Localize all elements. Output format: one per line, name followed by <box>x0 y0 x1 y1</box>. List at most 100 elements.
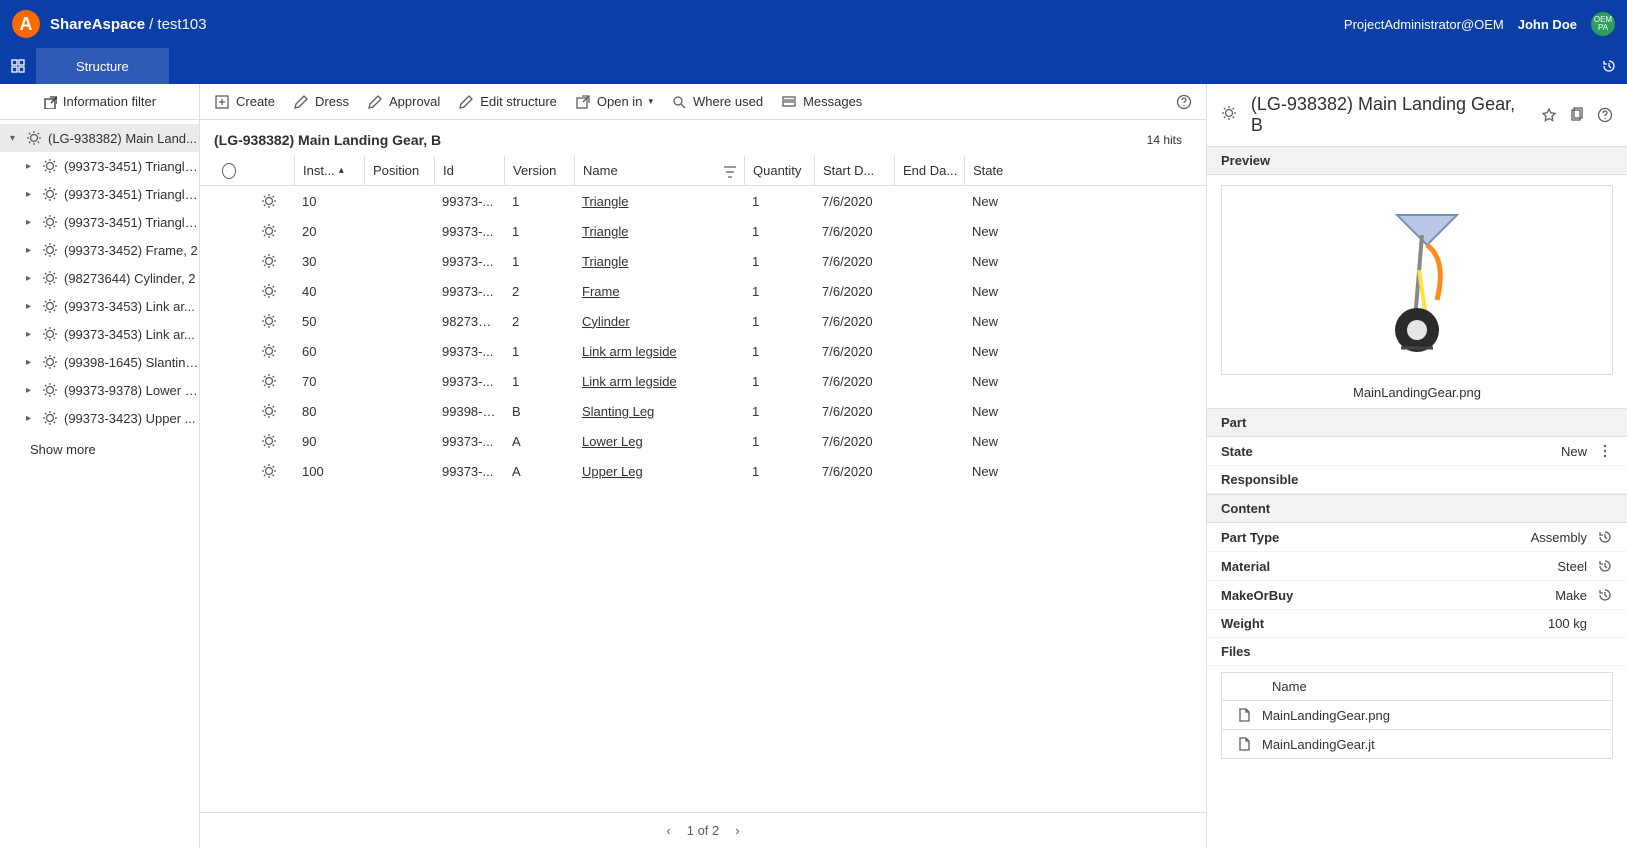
table-row[interactable]: 3099373-...1Triangle17/6/2020New <box>200 246 1206 276</box>
star-icon[interactable] <box>1541 107 1557 123</box>
table-row[interactable]: 2099373-...1Triangle17/6/2020New <box>200 216 1206 246</box>
files-name-header[interactable]: Name <box>1221 672 1613 701</box>
user-name[interactable]: John Doe <box>1518 17 1577 32</box>
tree-item[interactable]: ▸(99373-3451) Triangle, 1 <box>0 208 199 236</box>
col-position[interactable]: Position <box>364 156 434 185</box>
table-row[interactable]: 8099398-1...BSlanting Leg17/6/2020New <box>200 396 1206 426</box>
open-in-button[interactable]: Open in ▾ <box>575 94 653 110</box>
file-row[interactable]: MainLandingGear.jt <box>1221 730 1613 759</box>
table-row[interactable]: 4099373-...2Frame17/6/2020New <box>200 276 1206 306</box>
toolbar: Create Dress Approval Edit structure Ope… <box>200 84 1206 120</box>
col-name[interactable]: Name <box>574 156 744 185</box>
preview-image[interactable] <box>1221 185 1613 375</box>
filter-icon[interactable] <box>722 164 736 178</box>
table-row[interactable]: 50982736...2Cylinder17/6/2020New <box>200 306 1206 336</box>
tree-root[interactable]: ▾ (LG-938382) Main Land... <box>0 124 199 152</box>
history-icon[interactable] <box>1597 587 1613 603</box>
tab-structure[interactable]: Structure <box>36 48 169 84</box>
col-version[interactable]: Version <box>504 156 574 185</box>
chevron-right-icon: ▸ <box>26 301 36 312</box>
cell-name-link[interactable]: Triangle <box>582 194 628 209</box>
messages-button[interactable]: Messages <box>781 94 862 110</box>
cell-version: A <box>504 464 574 479</box>
table-row[interactable]: 10099373-...AUpper Leg17/6/2020New <box>200 456 1206 486</box>
table-row[interactable]: 6099373-...1Link arm legside17/6/2020New <box>200 336 1206 366</box>
message-icon <box>781 94 797 110</box>
chevron-right-icon: ▸ <box>26 189 36 200</box>
col-id[interactable]: Id <box>434 156 504 185</box>
cell-state: New <box>964 344 1034 359</box>
gear-icon[interactable] <box>261 283 277 299</box>
gear-icon[interactable] <box>261 433 277 449</box>
cell-name-link[interactable]: Lower Leg <box>582 434 643 449</box>
tree-item[interactable]: ▸ (99373-3453) Link ar... <box>0 292 199 320</box>
col-startdate[interactable]: Start D... <box>814 156 894 185</box>
gear-icon[interactable] <box>261 223 277 239</box>
create-button[interactable]: Create <box>214 94 275 110</box>
tree-item[interactable]: ▸(99373-3452) Frame, 2 <box>0 236 199 264</box>
gear-icon[interactable] <box>261 343 277 359</box>
edit-structure-button[interactable]: Edit structure <box>458 94 557 110</box>
col-state[interactable]: State <box>964 156 1034 185</box>
approval-button[interactable]: Approval <box>367 94 440 110</box>
tree-item[interactable]: ▸(99398-1645) Slanting... <box>0 348 199 376</box>
cell-name-link[interactable]: Link arm legside <box>582 344 677 359</box>
gear-icon <box>42 214 58 230</box>
search-icon <box>671 94 687 110</box>
gear-icon[interactable] <box>261 403 277 419</box>
gear-icon[interactable] <box>261 193 277 209</box>
tree-item-label: (99373-3451) Triangle, 1 <box>64 215 199 230</box>
help-icon[interactable] <box>1597 107 1613 123</box>
apps-icon[interactable] <box>0 48 36 84</box>
table-row[interactable]: 9099373-...ALower Leg17/6/2020New <box>200 426 1206 456</box>
col-enddate[interactable]: End Da... <box>894 156 964 185</box>
select-all-checkbox[interactable] <box>222 163 236 179</box>
tree-item-label: (99373-3453) Link ar... <box>64 299 195 314</box>
next-page-button[interactable]: › <box>735 823 739 838</box>
history-icon[interactable] <box>1597 558 1613 574</box>
prop-responsible-label: Responsible <box>1221 472 1298 487</box>
history-icon[interactable] <box>1591 48 1627 84</box>
cell-instance: 20 <box>294 224 364 239</box>
copy-icon[interactable] <box>1569 107 1585 123</box>
tree-item[interactable]: ▸(99373-9378) Lower L... <box>0 376 199 404</box>
prop-weight-value: 100 kg <box>1548 616 1587 631</box>
tree-item[interactable]: ▸(99373-3423) Upper ... <box>0 404 199 432</box>
col-quantity[interactable]: Quantity <box>744 156 814 185</box>
cell-name-link[interactable]: Slanting Leg <box>582 404 654 419</box>
gear-icon[interactable] <box>261 463 277 479</box>
avatar[interactable]: OEM PA <box>1591 12 1615 36</box>
cell-version: 2 <box>504 314 574 329</box>
tree-item[interactable]: ▸(99373-3451) Triangle, 1 <box>0 152 199 180</box>
cell-name-link[interactable]: Triangle <box>582 254 628 269</box>
gear-icon[interactable] <box>261 313 277 329</box>
table-row[interactable]: 1099373-...1Triangle17/6/2020New <box>200 186 1206 216</box>
cell-name-link[interactable]: Frame <box>582 284 620 299</box>
history-icon[interactable] <box>1597 529 1613 545</box>
prev-page-button[interactable]: ‹ <box>666 823 670 838</box>
tree-item[interactable]: ▸(98273644) Cylinder, 2 <box>0 264 199 292</box>
gear-icon <box>42 186 58 202</box>
more-v-icon[interactable] <box>1597 443 1613 459</box>
col-instance[interactable]: Inst...▴ <box>294 156 364 185</box>
where-used-button[interactable]: Where used <box>671 94 763 110</box>
pencil-icon <box>458 94 474 110</box>
details-panel: (LG-938382) Main Landing Gear, B Preview <box>1207 84 1627 848</box>
show-more-button[interactable]: Show more <box>0 432 199 467</box>
cell-name-link[interactable]: Link arm legside <box>582 374 677 389</box>
prop-material-label: Material <box>1221 559 1270 574</box>
file-row[interactable]: MainLandingGear.png <box>1221 701 1613 730</box>
cell-quantity: 1 <box>744 284 814 299</box>
gear-icon[interactable] <box>261 253 277 269</box>
tree-item[interactable]: ▸(99373-3453) Link ar... <box>0 320 199 348</box>
help-button[interactable] <box>1176 94 1192 110</box>
tree-item[interactable]: ▸(99373-3451) Triangle, 1 <box>0 180 199 208</box>
breadcrumb[interactable]: / test103 <box>149 16 207 33</box>
dress-button[interactable]: Dress <box>293 94 349 110</box>
cell-name-link[interactable]: Upper Leg <box>582 464 643 479</box>
gear-icon[interactable] <box>261 373 277 389</box>
cell-name-link[interactable]: Cylinder <box>582 314 630 329</box>
table-row[interactable]: 7099373-...1Link arm legside17/6/2020New <box>200 366 1206 396</box>
information-filter-button[interactable]: Information filter <box>0 84 199 120</box>
cell-name-link[interactable]: Triangle <box>582 224 628 239</box>
